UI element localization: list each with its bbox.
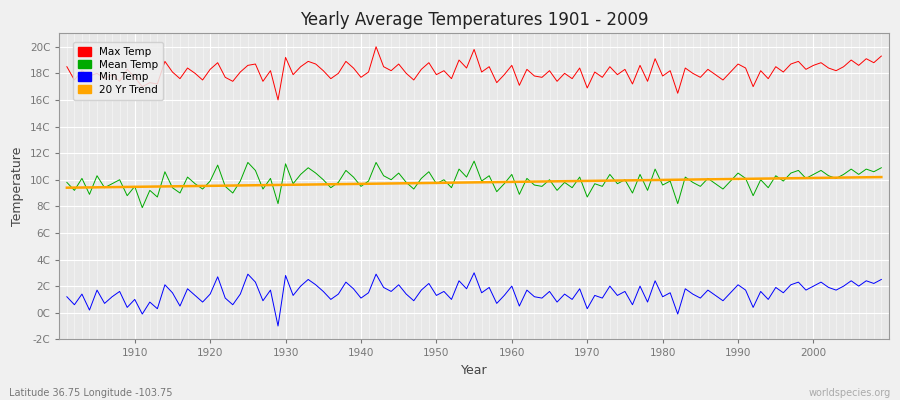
Legend: Max Temp, Mean Temp, Min Temp, 20 Yr Trend: Max Temp, Mean Temp, Min Temp, 20 Yr Tre… bbox=[73, 42, 163, 100]
Text: Latitude 36.75 Longitude -103.75: Latitude 36.75 Longitude -103.75 bbox=[9, 388, 173, 398]
Y-axis label: Temperature: Temperature bbox=[11, 147, 24, 226]
X-axis label: Year: Year bbox=[461, 364, 488, 377]
Text: worldspecies.org: worldspecies.org bbox=[809, 388, 891, 398]
Title: Yearly Average Temperatures 1901 - 2009: Yearly Average Temperatures 1901 - 2009 bbox=[300, 11, 648, 29]
